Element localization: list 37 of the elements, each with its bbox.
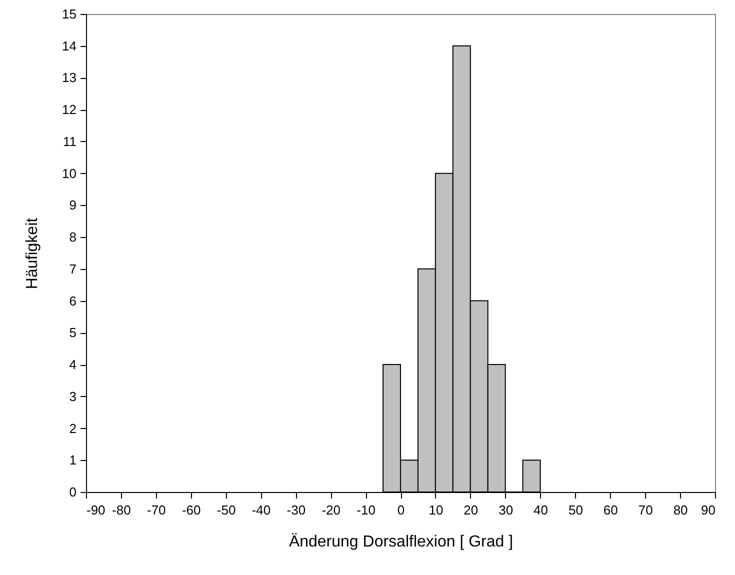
y-tick-label: 4 (69, 357, 76, 372)
x-tick-label: -30 (286, 502, 306, 518)
y-tick-label: 11 (63, 134, 76, 149)
y-axis-title: Häufigkeit (24, 217, 42, 290)
x-axis-title: Änderung Dorsalflexion [ Grad ] (288, 532, 514, 550)
x-tick-label: 70 (638, 502, 653, 518)
y-tick-label: 9 (69, 198, 76, 213)
y-tick-label: 2 (69, 420, 76, 436)
x-tick-label: -50 (216, 502, 236, 518)
x-tick-label: -80 (112, 502, 131, 518)
x-tick-label: 40 (534, 502, 548, 518)
x-tick-label: -90 (86, 502, 106, 518)
x-tick-label: -60 (182, 502, 201, 518)
x-tick-label: 60 (603, 502, 618, 518)
x-tick-label: 0 (397, 502, 405, 518)
x-tick-label: -40 (252, 502, 271, 518)
y-tick-label: 1 (69, 452, 76, 468)
y-tick-label: 14 (62, 38, 76, 54)
y-tick-label: 7 (69, 261, 76, 276)
y-tick-label: 15 (62, 6, 76, 22)
y-tick-label: 0 (69, 484, 76, 500)
y-tick-label: 13 (62, 70, 76, 86)
x-tick-label: 80 (673, 502, 688, 518)
x-tick-label: -10 (356, 502, 376, 518)
y-tick-label: 3 (69, 388, 76, 404)
x-tick-label: 50 (568, 502, 583, 518)
x-tick-label: 30 (498, 502, 514, 518)
y-tick-label: 6 (69, 293, 76, 308)
x-tick-label: -70 (146, 502, 166, 518)
y-tick-label: 12 (62, 102, 76, 118)
x-tick-label: 10 (428, 502, 444, 518)
x-tick-label: 20 (464, 502, 478, 518)
y-tick-label: 10 (62, 166, 76, 181)
y-tick-label: 5 (69, 325, 76, 340)
x-tick-label: 90 (701, 502, 716, 518)
y-tick-label: 8 (69, 230, 76, 245)
x-tick-label: -20 (322, 502, 341, 518)
